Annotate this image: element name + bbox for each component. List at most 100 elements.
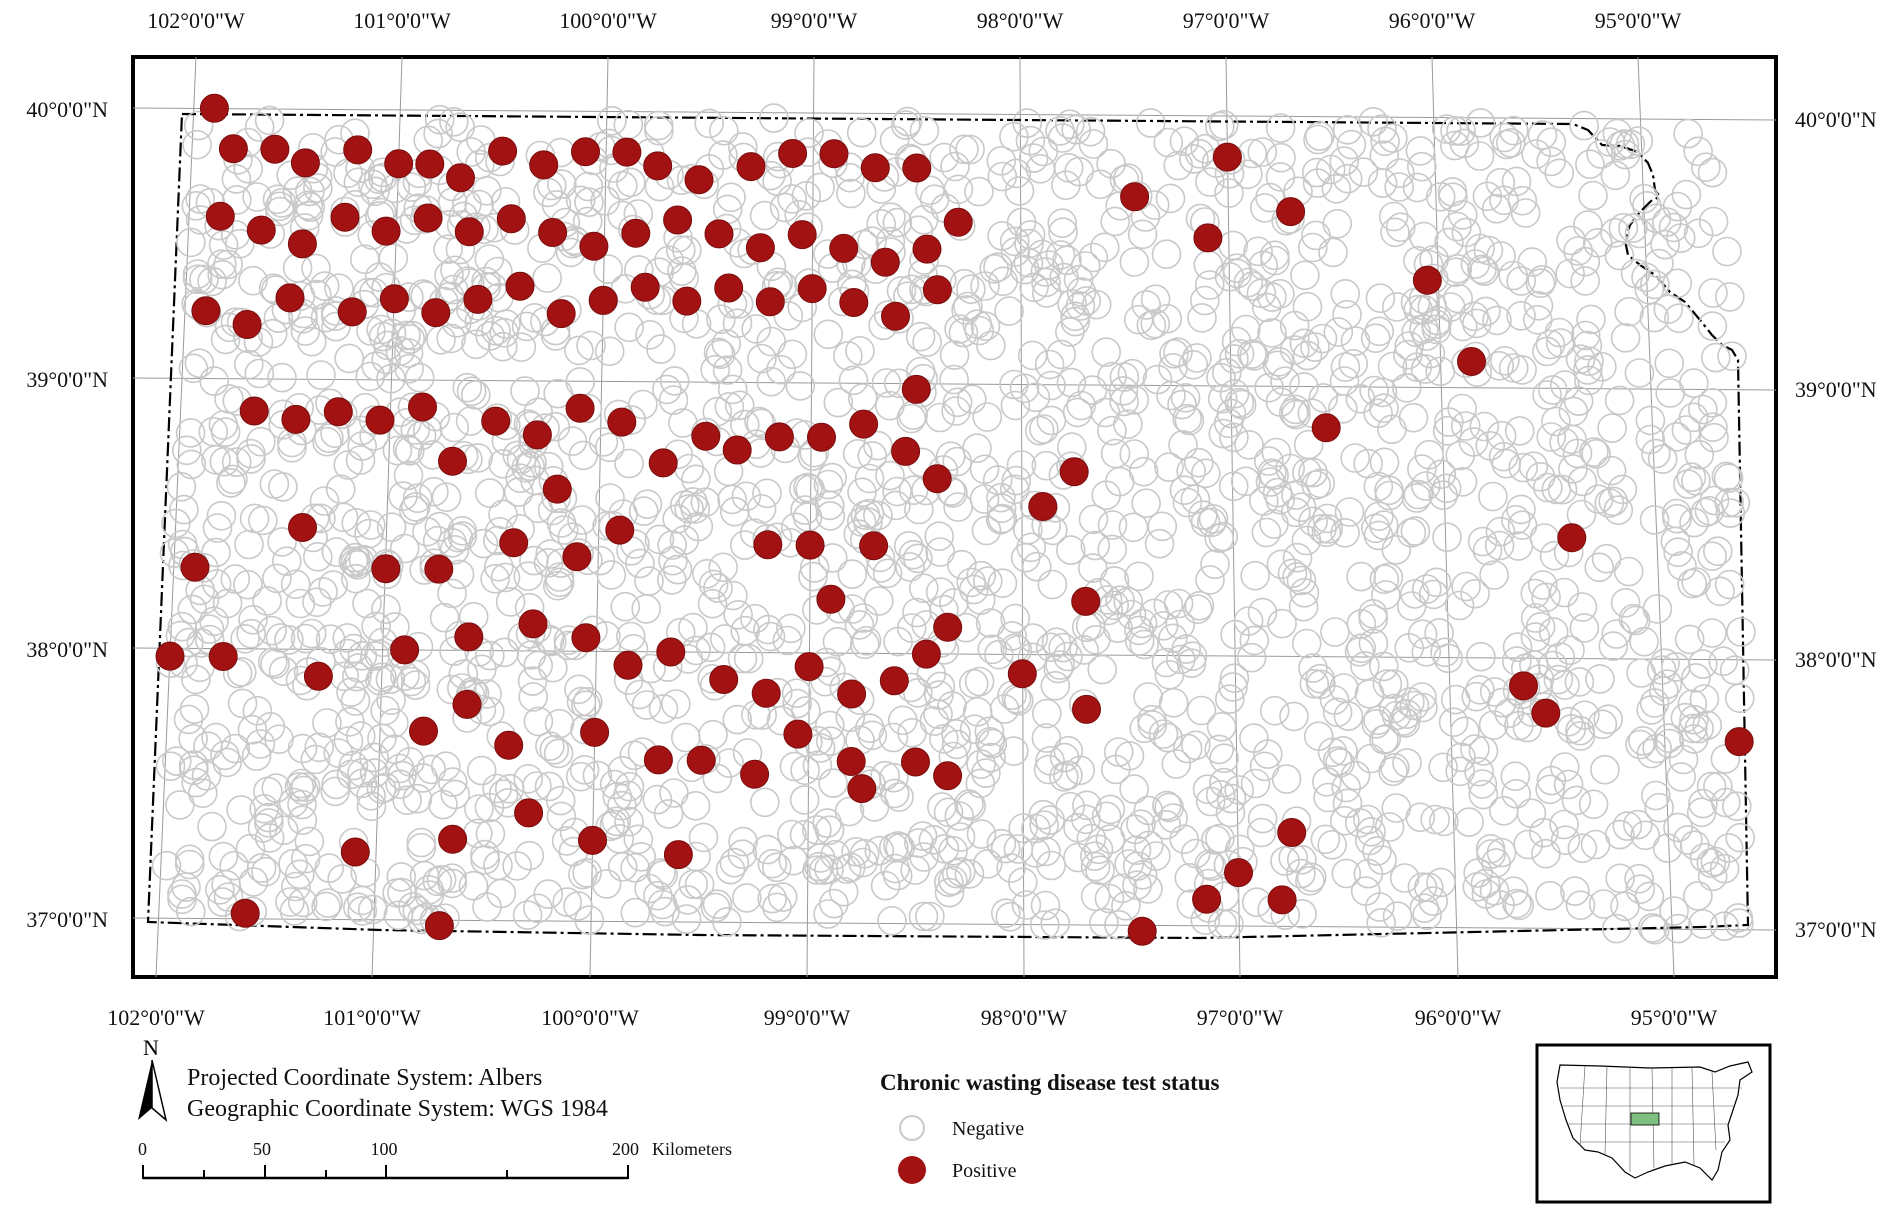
negative-point bbox=[1545, 328, 1576, 358]
negative-point bbox=[987, 503, 1018, 534]
negative-point bbox=[502, 440, 533, 471]
negative-point bbox=[1078, 504, 1109, 535]
negative-point bbox=[357, 894, 388, 925]
positive-point bbox=[1192, 884, 1222, 914]
negative-point bbox=[810, 666, 841, 697]
negative-point bbox=[1527, 120, 1558, 150]
negative-point bbox=[1099, 590, 1129, 621]
negative-point bbox=[437, 767, 468, 797]
negative-point bbox=[1415, 338, 1446, 369]
negative-point bbox=[942, 387, 973, 418]
negative-point bbox=[1392, 699, 1422, 729]
positive-point bbox=[648, 448, 678, 478]
negative-point bbox=[572, 858, 602, 888]
negative-point bbox=[1172, 487, 1203, 518]
negative-point bbox=[626, 841, 657, 872]
negative-point bbox=[341, 563, 371, 594]
positive-point bbox=[686, 745, 716, 775]
top-longitude-labels: 102°0'0"W 101°0'0"W 100°0'0"W 99°0'0"W 98°0'… bbox=[147, 8, 1681, 33]
negative-point bbox=[1362, 836, 1392, 866]
negative-point bbox=[1329, 366, 1360, 396]
negative-point bbox=[1711, 461, 1742, 492]
negative-point bbox=[206, 500, 237, 531]
positive-point bbox=[740, 759, 770, 789]
negative-point bbox=[1178, 349, 1209, 380]
negative-point bbox=[864, 835, 895, 866]
negative-point bbox=[1575, 149, 1605, 179]
positive-point bbox=[446, 163, 475, 193]
negative-point bbox=[395, 324, 426, 354]
negative-point bbox=[999, 121, 1029, 152]
negative-point bbox=[1144, 528, 1175, 559]
positive-point bbox=[481, 406, 511, 436]
negative-point bbox=[279, 896, 310, 926]
negative-point bbox=[1598, 631, 1629, 661]
negative-point bbox=[644, 524, 675, 555]
negative-point bbox=[1234, 429, 1264, 460]
positive-point bbox=[933, 761, 963, 791]
negative-point bbox=[386, 862, 417, 892]
negative-point bbox=[1154, 452, 1184, 482]
negative-point bbox=[756, 366, 787, 397]
negative-point bbox=[1555, 635, 1585, 666]
negative-point bbox=[1056, 535, 1086, 565]
negative-point bbox=[1049, 742, 1080, 773]
negative-point bbox=[1214, 261, 1245, 292]
negative-point bbox=[1443, 283, 1473, 314]
negative-point bbox=[923, 699, 953, 730]
positive-point bbox=[191, 296, 221, 326]
negative-point bbox=[296, 326, 327, 357]
negative-point bbox=[1034, 349, 1065, 380]
negative-point bbox=[1698, 206, 1729, 237]
right-latitude-label: 38°0'0"N bbox=[1795, 647, 1877, 672]
negative-point bbox=[512, 900, 543, 930]
negative-point bbox=[959, 714, 990, 745]
negative-point bbox=[202, 513, 233, 543]
negative-point bbox=[1224, 775, 1254, 805]
negative-point bbox=[1224, 387, 1255, 418]
negative-point bbox=[969, 454, 1000, 485]
negative-point bbox=[1714, 569, 1745, 600]
positive-point bbox=[218, 134, 248, 164]
negative-point bbox=[466, 755, 497, 786]
negative-point bbox=[670, 722, 701, 753]
positive-point bbox=[829, 233, 859, 263]
negative-point bbox=[1691, 152, 1721, 182]
negative-point bbox=[290, 623, 321, 654]
negative-point bbox=[1024, 415, 1055, 446]
negative-point bbox=[1677, 689, 1708, 719]
negative-point bbox=[1644, 792, 1674, 823]
negative-point bbox=[805, 733, 836, 763]
positive-point bbox=[514, 798, 544, 828]
negative-point bbox=[1230, 466, 1261, 497]
negative-point bbox=[1031, 723, 1062, 753]
negative-point bbox=[1200, 549, 1230, 580]
negative-point bbox=[165, 790, 195, 820]
negative-point bbox=[1642, 733, 1672, 764]
negative-point bbox=[1135, 108, 1166, 138]
negative-point bbox=[634, 566, 664, 596]
negative-point bbox=[268, 815, 299, 846]
negative-point bbox=[1603, 495, 1634, 526]
positive-point bbox=[205, 201, 235, 231]
negative-point bbox=[1011, 890, 1042, 920]
projection-line-2: Geographic Coordinate System: WGS 1984 bbox=[187, 1096, 608, 1122]
parallel-40 bbox=[132, 107, 1777, 121]
negative-point bbox=[347, 768, 378, 799]
negative-point bbox=[794, 118, 824, 148]
negative-point bbox=[222, 185, 252, 215]
negative-point bbox=[218, 464, 248, 495]
negative-point bbox=[1478, 481, 1508, 512]
negative-point bbox=[1409, 221, 1439, 252]
negative-point bbox=[912, 327, 942, 357]
negative-point bbox=[1446, 742, 1476, 773]
positive-point bbox=[371, 216, 401, 246]
negative-point bbox=[1639, 302, 1670, 333]
positive-point bbox=[1212, 142, 1242, 172]
negative-point bbox=[719, 847, 750, 878]
negative-point bbox=[257, 615, 287, 646]
negative-point bbox=[1679, 368, 1709, 398]
negative-point bbox=[1319, 685, 1350, 715]
negative-point bbox=[909, 116, 940, 146]
negative-point bbox=[905, 321, 936, 352]
